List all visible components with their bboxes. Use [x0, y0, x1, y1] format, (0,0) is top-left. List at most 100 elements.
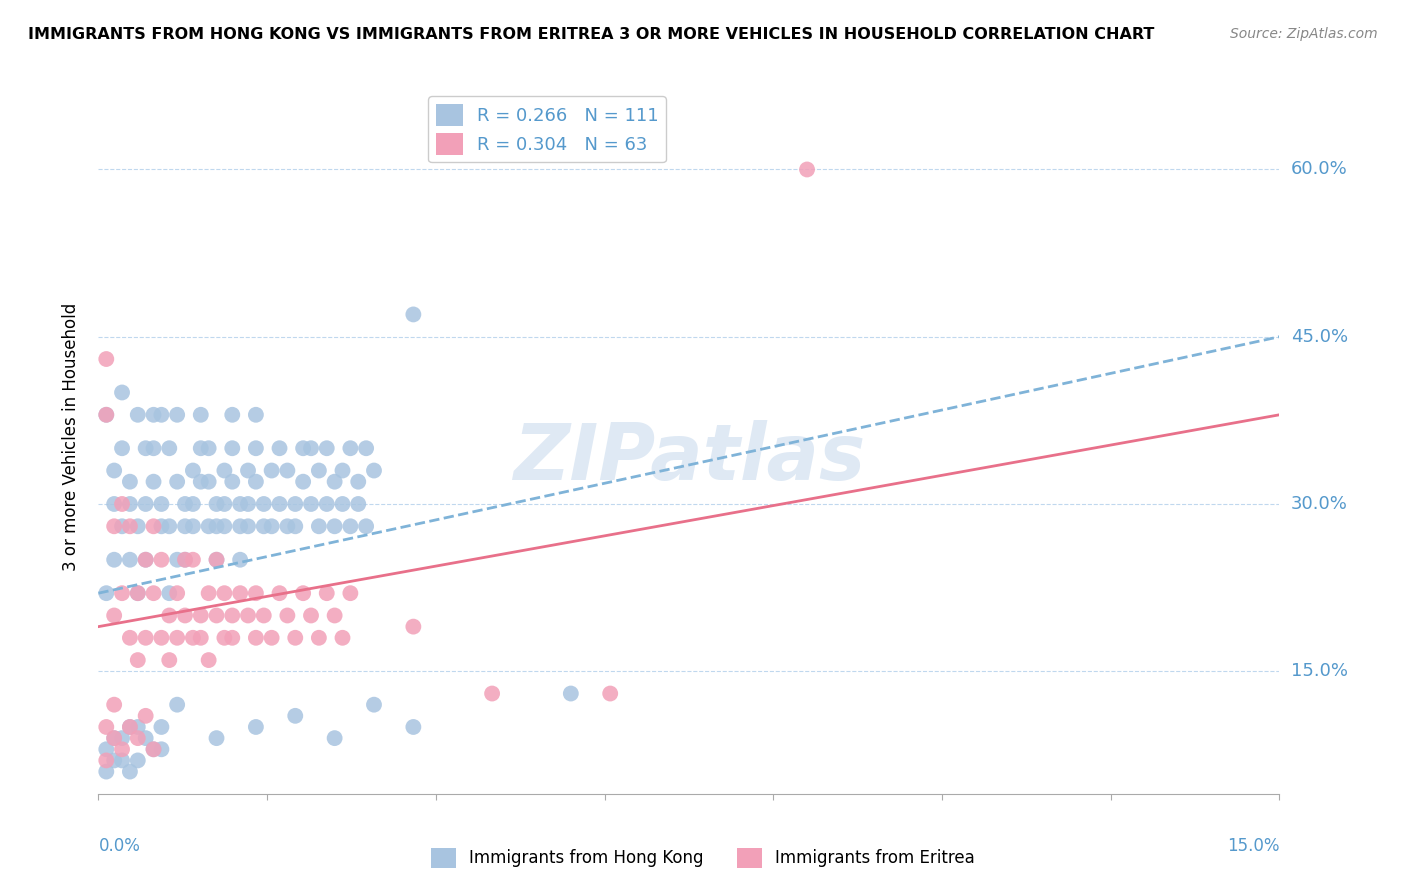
Point — [166, 698, 188, 712]
Point — [197, 519, 219, 533]
Point — [221, 442, 243, 455]
Point — [103, 608, 125, 623]
Point — [142, 586, 165, 600]
Point — [150, 552, 173, 567]
Point — [166, 631, 188, 645]
Point — [284, 708, 307, 723]
Point — [127, 586, 149, 600]
Point — [103, 464, 125, 478]
Point — [284, 631, 307, 645]
Point — [190, 442, 212, 455]
Point — [292, 586, 315, 600]
Point — [96, 586, 118, 600]
Point — [190, 408, 212, 422]
Point — [96, 720, 118, 734]
Point — [284, 497, 307, 511]
Point — [236, 464, 259, 478]
Point — [111, 586, 134, 600]
Point — [142, 519, 165, 533]
Point — [308, 519, 330, 533]
Point — [118, 631, 141, 645]
Point — [205, 731, 228, 746]
Point — [166, 475, 188, 489]
Legend: R = 0.266   N = 111, R = 0.304   N = 63: R = 0.266 N = 111, R = 0.304 N = 63 — [429, 96, 666, 162]
Point — [253, 608, 276, 623]
Point — [354, 519, 377, 533]
Point — [363, 698, 385, 712]
Point — [190, 608, 212, 623]
Point — [118, 497, 141, 511]
Point — [96, 351, 118, 366]
Point — [214, 497, 236, 511]
Point — [229, 497, 252, 511]
Point — [332, 464, 354, 478]
Point — [292, 442, 315, 455]
Point — [221, 631, 243, 645]
Point — [190, 475, 212, 489]
Point — [276, 464, 298, 478]
Point — [103, 497, 125, 511]
Point — [260, 464, 283, 478]
Point — [205, 608, 228, 623]
Point — [96, 408, 118, 422]
Point — [560, 687, 582, 701]
Point — [103, 731, 125, 746]
Point — [127, 753, 149, 767]
Point — [157, 586, 180, 600]
Text: ZIPatlas: ZIPatlas — [513, 420, 865, 497]
Point — [214, 464, 236, 478]
Point — [166, 552, 188, 567]
Point — [299, 442, 322, 455]
Point — [181, 497, 204, 511]
Point — [118, 764, 141, 779]
Point — [127, 408, 149, 422]
Point — [96, 753, 118, 767]
Point — [315, 442, 337, 455]
Point — [181, 464, 204, 478]
Point — [142, 475, 165, 489]
Point — [796, 162, 818, 177]
Point — [127, 519, 149, 533]
Point — [166, 586, 188, 600]
Point — [118, 720, 141, 734]
Point — [599, 687, 621, 701]
Text: 0.0%: 0.0% — [98, 837, 141, 855]
Point — [118, 519, 141, 533]
Point — [221, 408, 243, 422]
Point — [142, 742, 165, 756]
Point — [363, 464, 385, 478]
Point — [339, 442, 361, 455]
Point — [135, 552, 157, 567]
Text: 15.0%: 15.0% — [1291, 662, 1347, 681]
Point — [269, 497, 291, 511]
Point — [269, 442, 291, 455]
Point — [347, 497, 370, 511]
Point — [96, 742, 118, 756]
Text: 15.0%: 15.0% — [1227, 837, 1279, 855]
Text: 60.0%: 60.0% — [1291, 161, 1347, 178]
Point — [347, 475, 370, 489]
Point — [276, 608, 298, 623]
Point — [253, 497, 276, 511]
Point — [229, 586, 252, 600]
Point — [221, 475, 243, 489]
Point — [174, 519, 197, 533]
Point — [323, 608, 346, 623]
Point — [315, 497, 337, 511]
Point — [127, 653, 149, 667]
Point — [214, 519, 236, 533]
Point — [127, 720, 149, 734]
Point — [150, 408, 173, 422]
Point — [174, 608, 197, 623]
Point — [103, 552, 125, 567]
Point — [284, 519, 307, 533]
Point — [205, 497, 228, 511]
Point — [214, 586, 236, 600]
Point — [245, 720, 267, 734]
Point — [111, 385, 134, 400]
Point — [111, 442, 134, 455]
Point — [174, 552, 197, 567]
Point — [142, 742, 165, 756]
Point — [150, 742, 173, 756]
Point — [190, 631, 212, 645]
